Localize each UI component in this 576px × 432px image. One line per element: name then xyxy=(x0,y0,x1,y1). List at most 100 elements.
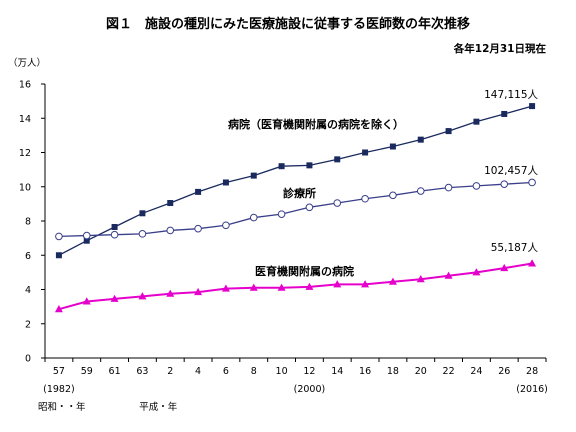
y-tick-label: 16 xyxy=(19,80,31,91)
data-point-medical-school-hospital xyxy=(416,275,425,283)
y-tick-label: 10 xyxy=(19,182,31,193)
x-tick-label: 63 xyxy=(136,366,148,377)
x-tick-label: 26 xyxy=(498,366,510,377)
data-point-clinic xyxy=(82,231,91,240)
data-point-medical-school-hospital xyxy=(361,280,370,288)
data-point-clinic xyxy=(277,210,286,218)
data-point-medical-school-hospital xyxy=(82,297,91,305)
data-point-clinic xyxy=(249,213,258,222)
data-point-medical-school-hospital xyxy=(221,284,230,292)
data-point-hospital xyxy=(55,252,62,259)
x-tick-label: 16 xyxy=(359,366,371,377)
x-sub-label: (2016) xyxy=(516,384,548,395)
series-line-2 xyxy=(58,262,533,311)
data-point-medical-school-hospital xyxy=(500,263,509,272)
x-tick-labels: 57 59 61 63 2 4 6 8 10 12 14 16 18 20 22 24 26 28(1982) (2… xyxy=(38,366,548,413)
data-point-medical-school-hospital xyxy=(194,287,203,296)
y-tick-label: 8 xyxy=(25,217,31,228)
data-point-medical-school-hospital xyxy=(444,271,453,279)
data-point-hospital xyxy=(445,128,452,135)
series-line-1 xyxy=(58,181,533,238)
end-label-medical-school-hospital: 55,187人 xyxy=(491,242,539,254)
data-point-clinic xyxy=(138,230,147,238)
x-tick-label: 28 xyxy=(526,366,538,377)
data-point-clinic xyxy=(305,203,314,212)
x-tick-label: 10 xyxy=(276,366,288,377)
data-point-clinic xyxy=(55,232,63,241)
data-point-medical-school-hospital xyxy=(472,268,481,276)
data-point-hospital xyxy=(306,162,313,169)
data-point-clinic xyxy=(110,230,119,239)
chart-title: 図１ 施設の種別にみた医療施設に従事する医師数の年次推移 xyxy=(106,16,470,32)
data-point-hospital xyxy=(250,172,257,179)
x-tick-label: 4 xyxy=(195,366,201,377)
data-point-medical-school-hospital xyxy=(138,292,147,300)
data-point-hospital xyxy=(473,118,480,125)
data-point-clinic xyxy=(416,187,425,195)
y-tick-label: 4 xyxy=(25,285,31,296)
x-tick-label: 24 xyxy=(470,366,482,377)
x-sub-label: (1982) xyxy=(43,384,75,395)
data-point-hospital xyxy=(195,188,202,195)
data-point-medical-school-hospital xyxy=(249,283,258,291)
data-point-hospital xyxy=(389,143,396,150)
data-point-medical-school-hospital xyxy=(54,304,63,313)
x-tick-label: 22 xyxy=(443,366,455,377)
y-tick-label: 6 xyxy=(25,251,31,262)
data-point-clinic xyxy=(166,226,175,235)
y-tick-label: 0 xyxy=(25,354,31,365)
x-tick-label: 14 xyxy=(331,366,343,377)
axes xyxy=(41,83,547,362)
data-point-hospital xyxy=(417,136,424,143)
end-label-hospital: 147,115人 xyxy=(484,89,538,101)
y-axis-label: （万人） xyxy=(8,57,46,69)
x-tick-label: 59 xyxy=(81,366,93,377)
chart-subtitle: 各年12月31日現在 xyxy=(453,42,547,55)
data-point-clinic xyxy=(222,221,230,230)
data-point-hospital xyxy=(222,179,229,186)
x-tick-label: 57 xyxy=(53,366,65,377)
data-point-clinic xyxy=(444,183,453,192)
series-markers xyxy=(54,103,537,313)
data-point-hospital xyxy=(83,237,90,244)
data-point-medical-school-hospital xyxy=(528,259,537,267)
series-line-0 xyxy=(58,105,533,256)
data-point-hospital xyxy=(167,200,174,207)
data-point-medical-school-hospital xyxy=(388,277,397,285)
x-tick-label: 18 xyxy=(387,366,399,377)
data-point-clinic xyxy=(194,224,202,233)
data-point-hospital xyxy=(529,103,536,110)
data-point-hospital xyxy=(278,163,285,170)
data-point-hospital xyxy=(111,223,118,230)
data-point-medical-school-hospital xyxy=(110,294,119,302)
series-label-clinic: 診療所 xyxy=(283,186,316,200)
x-tick-label: 2 xyxy=(167,366,173,377)
data-point-hospital xyxy=(501,110,508,117)
x-sub-label: (2000) xyxy=(294,384,326,395)
series-label-hospital: 病院（医育機関附属の病院を除く） xyxy=(228,117,404,131)
series-lines xyxy=(58,105,533,311)
data-point-clinic xyxy=(389,191,397,200)
data-point-clinic xyxy=(472,182,481,190)
x-tick-label: 61 xyxy=(109,366,121,377)
x-tick-label: 6 xyxy=(223,366,229,377)
x-tick-label: 8 xyxy=(251,366,257,377)
data-point-medical-school-hospital xyxy=(333,280,342,288)
era-label: 平成・年 xyxy=(139,401,178,413)
series-label-medical-school-hospital: 医育機関附属の病院 xyxy=(255,264,354,278)
y-tick-label: 12 xyxy=(19,148,31,159)
data-point-hospital xyxy=(334,156,341,163)
data-point-hospital xyxy=(139,210,146,217)
data-point-medical-school-hospital xyxy=(277,283,286,291)
data-point-hospital xyxy=(362,149,369,156)
x-tick-label: 20 xyxy=(415,366,427,377)
end-label-clinic: 102,457人 xyxy=(484,165,538,177)
y-tick-label: 2 xyxy=(25,319,31,330)
data-point-clinic xyxy=(528,178,536,187)
data-point-clinic xyxy=(333,199,342,207)
y-tick-label: 14 xyxy=(19,114,31,125)
y-tick-labels: 0 2 4 6 8 10 12 14 16 xyxy=(19,80,31,365)
x-tick-label: 12 xyxy=(303,366,315,377)
